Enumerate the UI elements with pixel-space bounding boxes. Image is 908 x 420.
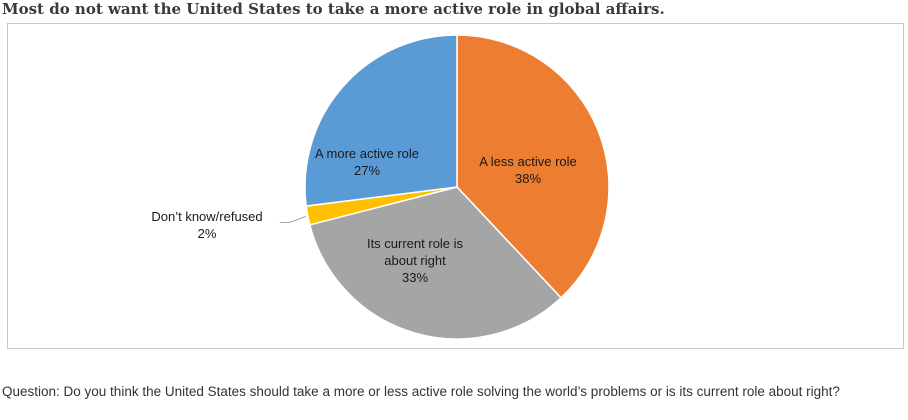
pie-slice xyxy=(308,186,563,340)
slice-label: A less active role 38% xyxy=(479,154,577,186)
slice-label: Don’t know/refused 2% xyxy=(151,209,262,241)
chart-frame xyxy=(7,23,904,349)
pie-slice xyxy=(304,34,458,207)
chart-title: Most do not want the United States to ta… xyxy=(2,0,665,18)
leader-line xyxy=(279,216,306,223)
slice-label: A more active role 27% xyxy=(315,146,419,178)
question-text: Question: Do you think the United States… xyxy=(2,384,840,399)
pie-slice xyxy=(456,34,610,299)
slice-label: Its current role is about right 33% xyxy=(367,236,464,285)
